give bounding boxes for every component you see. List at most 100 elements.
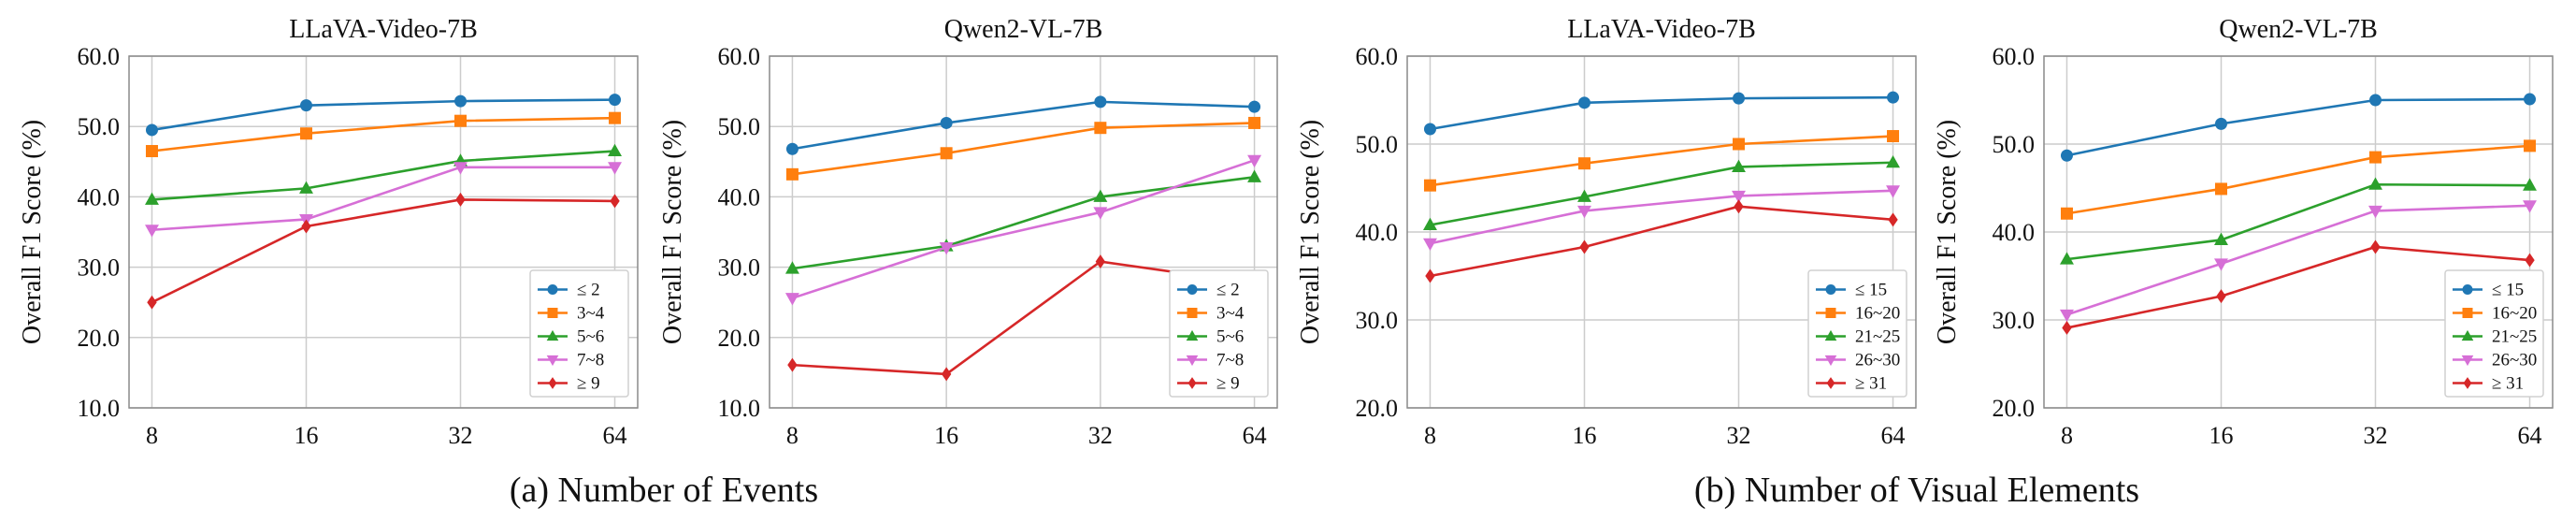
legend-marker [2463,377,2472,389]
data-point [2060,252,2074,265]
data-point [2525,253,2535,268]
legend-marker [1826,377,1835,389]
plot-frame [128,55,639,409]
legend-marker [1186,329,1199,341]
y-axis-label: Overall F1 Score (%) [18,120,47,344]
y-tick-label: 40.0 [1993,219,2036,246]
series-line-3 [2066,182,2530,261]
legend: ≤ 15 16~20 21~25 26~30 ≥ 31 [1807,269,1907,398]
data-point [2523,178,2537,191]
data-point [2214,182,2227,196]
legend-label: ≥ 31 [2492,374,2524,394]
x-tick-label: 16 [1572,422,1596,449]
x-tick-label: 16 [2209,422,2233,449]
data-point [2368,205,2382,219]
data-point [1094,95,1107,109]
data-point [1094,122,1107,135]
data-point [2369,151,2382,164]
data-point [1248,116,1261,129]
data-point [1579,239,1590,254]
data-point [145,145,158,158]
legend-marker [1825,284,1836,295]
series-line-2 [151,116,615,152]
data-point [941,367,952,382]
chart-panel-4: 20.0 30.0 40.0 50.0 60.0 8 16 32 64 Qwen2-VL-7B Ov… [1933,15,2554,449]
data-point [299,181,313,194]
x-tick-label: 16 [294,422,318,449]
x-tick-label: 8 [1424,422,1436,449]
legend-box [529,269,629,398]
data-point [2062,320,2072,335]
legend-label: 7~8 [577,351,604,370]
x-tick-label: 32 [2364,422,2388,449]
data-point [145,192,159,205]
series-line-1 [792,100,1255,151]
series-line-2 [2066,144,2530,215]
data-point [1577,157,1590,170]
y-tick-label: 30.0 [78,254,121,282]
legend-marker [546,329,559,341]
data-point [1732,159,1746,172]
y-axis-label: Overall F1 Score (%) [1933,120,1962,344]
data-point [454,114,468,127]
data-point [940,147,953,160]
panel-title: Qwen2-VL-7B [944,15,1103,44]
x-tick-label: 64 [2518,422,2542,449]
data-point [784,261,799,274]
data-point [2060,207,2073,220]
data-point [939,242,954,255]
y-tick-label: 20.0 [1356,395,1399,422]
data-point [2369,94,2382,107]
panel-title: LLaVA-Video-7B [289,15,478,44]
y-tick-label: 50.0 [1356,131,1399,158]
x-tick-label: 8 [786,422,799,449]
data-point [145,123,158,137]
data-point [1577,189,1591,202]
data-point [454,94,468,108]
legend-label: 7~8 [1216,351,1244,370]
data-point [1734,199,1744,214]
data-point [1425,268,1435,283]
series-line-4 [1430,189,1893,245]
data-point [608,143,622,157]
series-line-3 [792,176,1255,270]
data-point [299,99,312,112]
legend-label: ≤ 2 [577,281,600,300]
legend-marker [1186,355,1199,367]
data-point [1093,207,1108,220]
y-tick-label: 20.0 [718,325,761,352]
legend-label: 5~6 [577,327,604,347]
caption-visual-elements: (b) Number of Visual Elements [1694,471,2139,510]
x-tick-label: 32 [1088,422,1113,449]
legend-marker [548,377,557,389]
legend-label: 21~25 [1855,327,1900,347]
data-point [1247,154,1262,168]
y-tick-label: 40.0 [78,183,121,210]
data-point [2060,309,2074,323]
legend-label: 16~20 [2492,304,2537,324]
data-point [2214,258,2228,271]
chart-panel-1: 10.0 20.0 30.0 40.0 50.0 60.0 8 16 32 64 LLaVA-Vid… [18,15,639,449]
data-point [787,357,798,372]
series-line-1 [151,98,615,132]
data-point [455,192,466,207]
y-tick-label: 50.0 [1993,131,2036,158]
legend-label: ≥ 31 [1855,374,1887,394]
legend-marker [1824,355,1837,367]
y-tick-label: 60.0 [1993,43,2036,70]
series-line-5 [2066,245,2530,329]
x-tick-label: 8 [146,422,158,449]
data-point [1423,238,1437,252]
chart-panel-3: 20.0 30.0 40.0 50.0 60.0 8 16 32 64 LLaVA-Video-7… [1296,15,1917,449]
y-tick-label: 20.0 [78,325,121,352]
x-tick-label: 32 [449,422,473,449]
data-point [1423,179,1436,192]
data-point [1732,190,1746,204]
y-axis-label: Overall F1 Score (%) [1296,120,1325,344]
data-point [2523,200,2537,213]
data-point [2216,289,2226,304]
data-point [1888,212,1898,227]
legend-label: 26~30 [2492,351,2537,370]
y-tick-label: 40.0 [1356,219,1399,246]
